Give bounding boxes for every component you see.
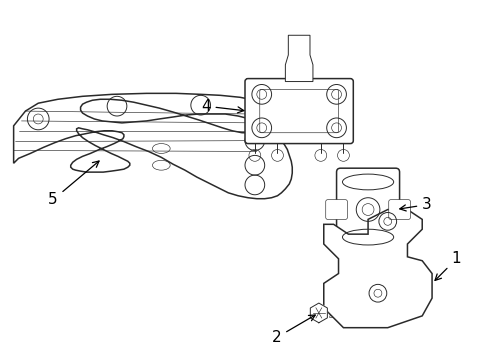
Text: 3: 3 [400,197,432,212]
Text: 4: 4 [201,99,244,114]
Polygon shape [14,93,292,199]
Text: 1: 1 [435,251,462,280]
Polygon shape [310,303,327,323]
Polygon shape [285,35,313,82]
Text: 2: 2 [272,315,315,345]
FancyBboxPatch shape [245,78,353,144]
Polygon shape [324,210,432,328]
FancyBboxPatch shape [389,200,411,219]
FancyBboxPatch shape [337,168,399,247]
FancyBboxPatch shape [326,200,347,219]
Text: 5: 5 [49,161,99,207]
